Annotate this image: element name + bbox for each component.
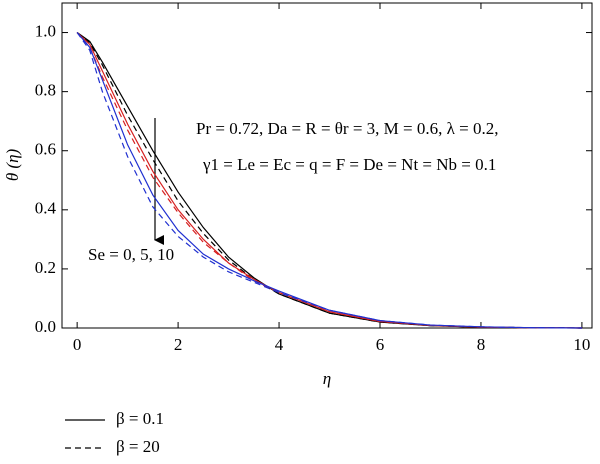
annotation: Se = 0, 5, 10 xyxy=(88,245,174,264)
data-line xyxy=(76,32,582,329)
x-tick-label: 0 xyxy=(73,335,82,354)
data-line xyxy=(76,32,582,329)
legend-label: β = 0.1 xyxy=(116,409,164,428)
x-tick-label: 6 xyxy=(376,335,385,354)
annotation: γ1 = Le = Ec = q = F = De = Nt = Nb = 0.… xyxy=(202,155,496,174)
y-tick-label: 0.6 xyxy=(35,140,56,159)
data-line xyxy=(76,32,582,329)
y-tick-label: 0.8 xyxy=(35,81,56,100)
x-tick-label: 4 xyxy=(275,335,284,354)
annotation: Pr = 0.72, Da = R = θr = 3, M = 0.6, λ =… xyxy=(196,119,498,138)
x-tick-label: 10 xyxy=(573,335,590,354)
data-line xyxy=(76,32,582,329)
x-tick-label: 2 xyxy=(174,335,183,354)
x-tick-label: 8 xyxy=(477,335,486,354)
legend-label: β = 20 xyxy=(116,437,160,456)
data-line xyxy=(76,32,582,329)
y-tick-label: 1.0 xyxy=(35,21,56,40)
y-axis-label: θ (η) xyxy=(3,148,22,181)
plot-frame xyxy=(61,2,593,329)
data-line xyxy=(76,32,582,329)
y-tick-label: 0.2 xyxy=(35,258,56,277)
y-tick-label: 0.0 xyxy=(35,317,56,336)
y-tick-label: 0.4 xyxy=(35,199,57,218)
x-axis-label: η xyxy=(323,369,331,388)
